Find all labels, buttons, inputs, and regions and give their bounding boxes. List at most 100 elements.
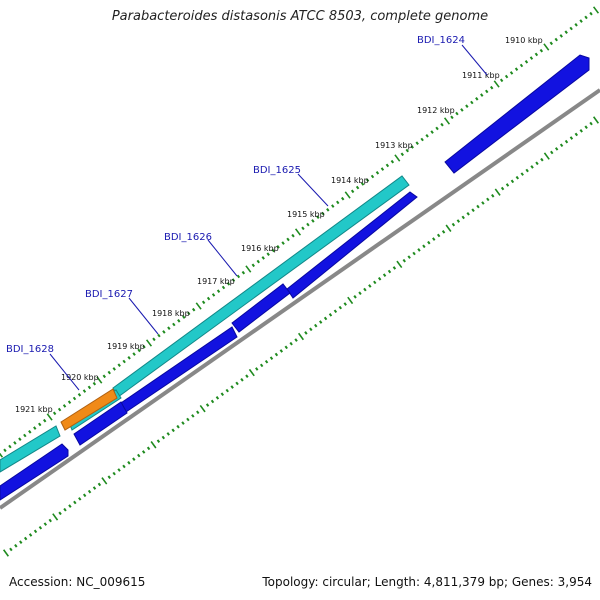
outer-tick-44: [216, 289, 221, 294]
outer-tick-1: [3, 448, 7, 453]
cds-arrow-bdi-1626[interactable]: [231, 283, 291, 333]
inner-tick-115: [569, 136, 574, 140]
outer-tick-73: [360, 182, 365, 186]
outer-tick-98: [485, 89, 489, 94]
outer-tick-19: [92, 381, 97, 386]
outer-tick-71: [350, 189, 355, 194]
outer-tick-2: [8, 444, 12, 449]
inner-tick-53: [264, 359, 269, 364]
cds-arrow-bdi-1625[interactable]: [286, 191, 418, 299]
outer-tick-82: [405, 148, 409, 153]
outer-tick-30: [145, 339, 153, 347]
inner-tick-44: [220, 392, 225, 397]
inner-tick-116: [574, 132, 579, 137]
gene-leader-bdi-1628: [49, 353, 80, 391]
highlight-feature-edge[interactable]: [0, 425, 61, 473]
inner-tick-38: [191, 414, 195, 418]
inner-tick-97: [481, 201, 485, 205]
outer-tick-117: [579, 19, 583, 23]
inner-tick-111: [550, 150, 554, 155]
outer-tick-63: [311, 219, 315, 223]
outer-tick-26: [127, 355, 131, 360]
inner-tick-10: [52, 513, 59, 521]
inner-tick-40: [199, 404, 206, 413]
outer-tick-51: [251, 263, 255, 268]
outer-tick-83: [410, 145, 414, 149]
tick-labels: 1910 kbp 1911 kbp 1912 kbp 1913 kbp 1914…: [15, 36, 543, 414]
inner-tick-87: [432, 237, 436, 241]
inner-tick-22: [112, 471, 116, 476]
outer-tick-109: [539, 48, 544, 53]
cds-arrow-bdi-1624[interactable]: [444, 54, 590, 174]
inner-tick-113: [559, 143, 564, 148]
inner-tick-69: [343, 302, 347, 306]
backbone-line: [0, 88, 600, 510]
inner-tick-86: [427, 240, 431, 245]
outer-tick-39: [192, 307, 196, 312]
outer-tick-86: [425, 133, 429, 138]
outer-tick-track: [0, 6, 600, 458]
outer-tick-43: [211, 293, 216, 297]
gene-label-bdi-1625[interactable]: BDI_1625: [253, 165, 301, 176]
outer-tick-99: [490, 85, 494, 90]
inner-tick-66: [328, 313, 333, 317]
inner-tick-106: [525, 168, 529, 173]
inner-tick-12: [63, 507, 67, 512]
inner-tick-58: [289, 341, 293, 346]
cds-arrow-bdi-1628[interactable]: [73, 401, 128, 446]
gene-label-bdi-1624[interactable]: BDI_1624: [417, 35, 465, 46]
outer-tick-79: [390, 159, 395, 164]
gene-label-bdi-1627[interactable]: BDI_1627: [85, 289, 133, 300]
inner-tick-25: [127, 460, 131, 465]
inner-tick-17: [87, 489, 92, 494]
cds-arrow-bdi-1627[interactable]: [117, 326, 238, 415]
inner-tick-16: [82, 493, 87, 498]
inner-tick-93: [461, 215, 465, 220]
outer-tick-13: [62, 404, 67, 408]
inner-tick-55: [274, 352, 279, 357]
outer-tick-37: [182, 315, 186, 319]
gene-label-bdi-1628[interactable]: BDI_1628: [6, 344, 54, 355]
inner-tick-101: [500, 186, 505, 191]
outer-tick-16: [77, 392, 82, 397]
inner-tick-18: [92, 486, 97, 490]
inner-tick-95: [471, 208, 475, 213]
inner-tick-56: [279, 349, 284, 353]
inner-tick-35: [176, 424, 180, 429]
outer-tick-93: [460, 108, 464, 112]
inner-tick-31: [156, 439, 161, 443]
inner-tick-108: [535, 161, 539, 166]
tick-label-1910: 1910 kbp: [505, 36, 543, 45]
inner-tick-92: [456, 219, 461, 223]
outer-tick-95: [470, 100, 474, 105]
inner-tick-27: [137, 453, 141, 458]
rna-feature[interactable]: [60, 388, 118, 431]
outer-tick-7: [33, 426, 37, 430]
outer-tick-68: [336, 200, 340, 205]
outer-tick-40: [195, 302, 202, 310]
outer-tick-114: [564, 30, 568, 35]
outer-tick-102: [504, 74, 509, 79]
outer-tick-61: [301, 226, 305, 231]
inner-tick-67: [333, 309, 338, 314]
highlight-feature-main[interactable]: [112, 175, 410, 398]
inner-tick-98: [486, 197, 490, 202]
inner-tick-5: [28, 533, 33, 537]
inner-tick-46: [230, 385, 234, 389]
inner-tick-100: [494, 188, 501, 196]
cds-arrow-left-edge[interactable]: [0, 443, 69, 501]
outer-tick-97: [480, 93, 484, 97]
tick-label-1911: 1911 kbp: [462, 71, 500, 80]
outer-tick-0: [0, 452, 4, 458]
outer-tick-22: [107, 370, 111, 375]
inner-tick-32: [161, 435, 166, 440]
outer-tick-72: [355, 185, 360, 190]
inner-tick-21: [107, 475, 111, 480]
outer-tick-25: [122, 359, 126, 364]
gene-labels: BDI_1624 BDI_1625 BDI_1626 BDI_1627 BDI_…: [6, 35, 488, 391]
gene-label-bdi-1626[interactable]: BDI_1626: [164, 232, 212, 243]
inner-tick-104: [515, 175, 520, 180]
gene-leader-bdi-1627: [128, 297, 159, 335]
tick-label-1914: 1914 kbp: [331, 176, 369, 185]
outer-tick-113: [559, 34, 563, 38]
